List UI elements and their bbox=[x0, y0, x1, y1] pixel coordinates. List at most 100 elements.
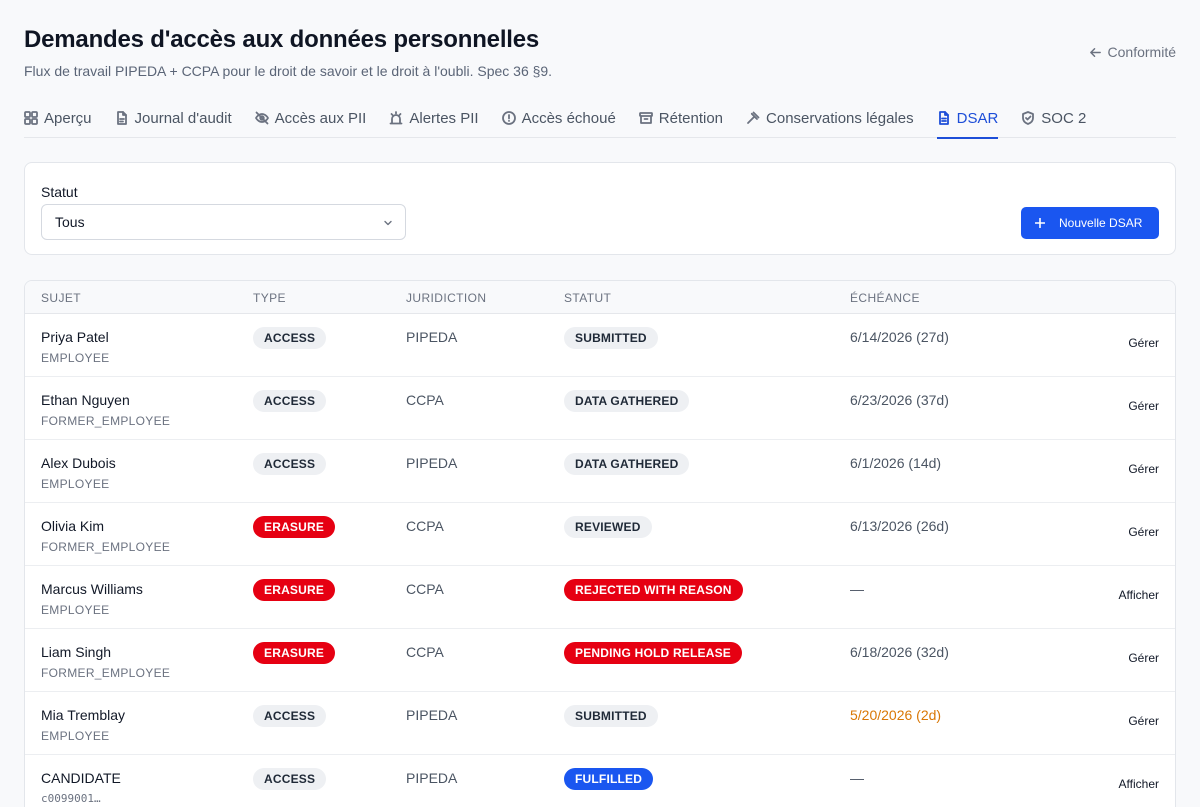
type-badge: ACCESS bbox=[253, 327, 327, 349]
due-date-cell: 6/13/2026 (26d) bbox=[850, 518, 949, 534]
subject-role: c0099001… bbox=[41, 792, 101, 805]
table-row: Alex Dubois EMPLOYEE ACCESS PIPEDA DATA GATH… bbox=[25, 440, 1175, 503]
tab-bar: Aperçu Journal d'audit Accès aux PII Ale… bbox=[24, 98, 1176, 139]
status-cell: DATA GATHERED bbox=[564, 390, 690, 412]
due-date-cell: — bbox=[850, 770, 864, 786]
subject-cell: Alex Dubois EMPLOYEE bbox=[41, 455, 116, 491]
type-cell: ACCESS bbox=[253, 390, 327, 412]
table-header: SUJET TYPE JURIDICTION STATUT ÉCHÉANCE bbox=[25, 281, 1175, 314]
subject-cell: Priya Patel EMPLOYEE bbox=[41, 329, 109, 365]
status-cell: SUBMITTED bbox=[564, 705, 658, 727]
table-row: Priya Patel EMPLOYEE ACCESS PIPEDA SUBMITTED… bbox=[25, 314, 1175, 377]
status-badge: DATA GATHERED bbox=[564, 390, 690, 412]
alert-circle-icon bbox=[501, 111, 516, 125]
due-date-cell: 6/1/2026 (14d) bbox=[850, 455, 942, 471]
archive-icon bbox=[638, 112, 653, 124]
status-badge: REVIEWED bbox=[564, 516, 652, 538]
type-badge: ACCESS bbox=[253, 390, 327, 412]
jurisdiction-cell: CCPA bbox=[406, 644, 444, 660]
subject-cell: Ethan Nguyen FORMER_EMPLOYEE bbox=[41, 392, 170, 428]
jurisdiction-cell: PIPEDA bbox=[406, 707, 458, 723]
subject-role: FORMER_EMPLOYEE bbox=[41, 666, 171, 680]
type-cell: ACCESS bbox=[253, 327, 327, 349]
row-action-button[interactable]: Gérer bbox=[1128, 714, 1159, 728]
tab-retention[interactable]: Rétention bbox=[638, 98, 723, 138]
status-badge: SUBMITTED bbox=[564, 705, 658, 727]
subject-role: FORMER_EMPLOYEE bbox=[41, 414, 171, 428]
table-row: Liam Singh FORMER_EMPLOYEE ERASURE CCPA PEND… bbox=[25, 629, 1175, 692]
new-dsar-button[interactable]: Nouvelle DSAR bbox=[1021, 207, 1159, 239]
tab-label: SOC 2 bbox=[1041, 109, 1087, 127]
tab-label: Aperçu bbox=[44, 109, 92, 127]
type-cell: ACCESS bbox=[253, 705, 327, 727]
row-action-button[interactable]: Afficher bbox=[1118, 588, 1159, 602]
eye-off-icon bbox=[254, 111, 269, 125]
column-header-due-date: ÉCHÉANCE bbox=[850, 291, 920, 305]
status-cell: SUBMITTED bbox=[564, 327, 658, 349]
subject-role: FORMER_EMPLOYEE bbox=[41, 540, 171, 554]
row-action-button[interactable]: Gérer bbox=[1128, 462, 1159, 476]
back-link-compliance[interactable]: Conformité bbox=[1089, 44, 1176, 60]
jurisdiction-cell: PIPEDA bbox=[406, 770, 458, 786]
plus-icon bbox=[1035, 218, 1045, 228]
due-date-cell: 6/23/2026 (37d) bbox=[850, 392, 949, 408]
page-subtitle: Flux de travail PIPEDA + CCPA pour le dr… bbox=[24, 63, 553, 79]
table-row: Ethan Nguyen FORMER_EMPLOYEE ACCESS CCPA DAT… bbox=[25, 377, 1175, 440]
tab-pii-access[interactable]: Accès aux PII bbox=[254, 98, 366, 138]
page-header: Demandes d'accès aux données personnelle… bbox=[24, 26, 1176, 79]
row-action-button[interactable]: Gérer bbox=[1128, 399, 1159, 413]
subject-cell: Marcus Williams EMPLOYEE bbox=[41, 581, 143, 617]
subject-name: Mia Tremblay bbox=[41, 707, 126, 723]
type-cell: ERASURE bbox=[253, 579, 336, 601]
tab-audit-log[interactable]: Journal d'audit bbox=[115, 98, 232, 138]
tab-legal-holds[interactable]: Conservations légales bbox=[746, 98, 914, 138]
type-badge: ERASURE bbox=[253, 642, 336, 664]
type-badge: ACCESS bbox=[253, 768, 327, 790]
row-action-button[interactable]: Afficher bbox=[1118, 777, 1159, 791]
type-badge: ACCESS bbox=[253, 453, 327, 475]
status-filter-select[interactable]: Tous bbox=[41, 204, 406, 240]
due-date-cell: 6/14/2026 (27d) bbox=[850, 329, 949, 345]
subject-name: CANDIDATE bbox=[41, 770, 121, 786]
row-action-button[interactable]: Gérer bbox=[1128, 651, 1159, 665]
subject-role: EMPLOYEE bbox=[41, 351, 110, 365]
subject-name: Liam Singh bbox=[41, 644, 112, 660]
due-date-cell: — bbox=[850, 581, 864, 597]
subject-name: Olivia Kim bbox=[41, 518, 105, 534]
filter-card: Statut Tous Nouvelle DSAR bbox=[24, 162, 1176, 255]
row-action-button[interactable]: Gérer bbox=[1128, 525, 1159, 539]
table-row: CANDIDATE c0099001… ACCESS PIPEDA FULFILLED —… bbox=[25, 755, 1175, 807]
grid-icon bbox=[24, 111, 38, 125]
dsar-table: SUJET TYPE JURIDICTION STATUT ÉCHÉANCE P… bbox=[24, 280, 1176, 807]
subject-cell: Olivia Kim FORMER_EMPLOYEE bbox=[41, 518, 170, 554]
new-dsar-label: Nouvelle DSAR bbox=[1059, 216, 1143, 230]
alarm-icon bbox=[389, 111, 403, 125]
tab-failed-access[interactable]: Accès échoué bbox=[501, 98, 616, 138]
status-badge: DATA GATHERED bbox=[564, 453, 690, 475]
tab-soc2[interactable]: SOC 2 bbox=[1021, 98, 1086, 138]
tab-dsar[interactable]: DSAR bbox=[936, 98, 998, 139]
tab-overview[interactable]: Aperçu bbox=[24, 98, 92, 138]
row-action-button[interactable]: Gérer bbox=[1128, 336, 1159, 350]
subject-name: Alex Dubois bbox=[41, 455, 116, 471]
table-row: Marcus Williams EMPLOYEE ERASURE CCPA REJECT… bbox=[25, 566, 1175, 629]
gavel-icon bbox=[747, 111, 760, 124]
tab-label: Alertes PII bbox=[409, 109, 479, 127]
table-row: Olivia Kim FORMER_EMPLOYEE ERASURE CCPA REVI… bbox=[25, 503, 1175, 566]
status-badge: REJECTED WITH REASON bbox=[564, 579, 743, 601]
subject-name: Priya Patel bbox=[41, 329, 109, 345]
page-title: Demandes d'accès aux données personnelle… bbox=[24, 26, 540, 53]
subject-role: EMPLOYEE bbox=[41, 603, 110, 617]
status-cell: FULFILLED bbox=[564, 768, 654, 790]
type-cell: ERASURE bbox=[253, 516, 336, 538]
type-badge: ERASURE bbox=[253, 579, 336, 601]
document-icon bbox=[938, 111, 949, 125]
type-badge: ERASURE bbox=[253, 516, 336, 538]
status-cell: DATA GATHERED bbox=[564, 453, 690, 475]
status-badge: SUBMITTED bbox=[564, 327, 658, 349]
tab-label: Journal d'audit bbox=[134, 109, 232, 127]
subject-cell: CANDIDATE c0099001… bbox=[41, 770, 121, 805]
status-cell: REJECTED WITH REASON bbox=[564, 579, 743, 601]
chevron-down-icon bbox=[384, 220, 392, 226]
tab-pii-alerts[interactable]: Alertes PII bbox=[389, 98, 479, 138]
